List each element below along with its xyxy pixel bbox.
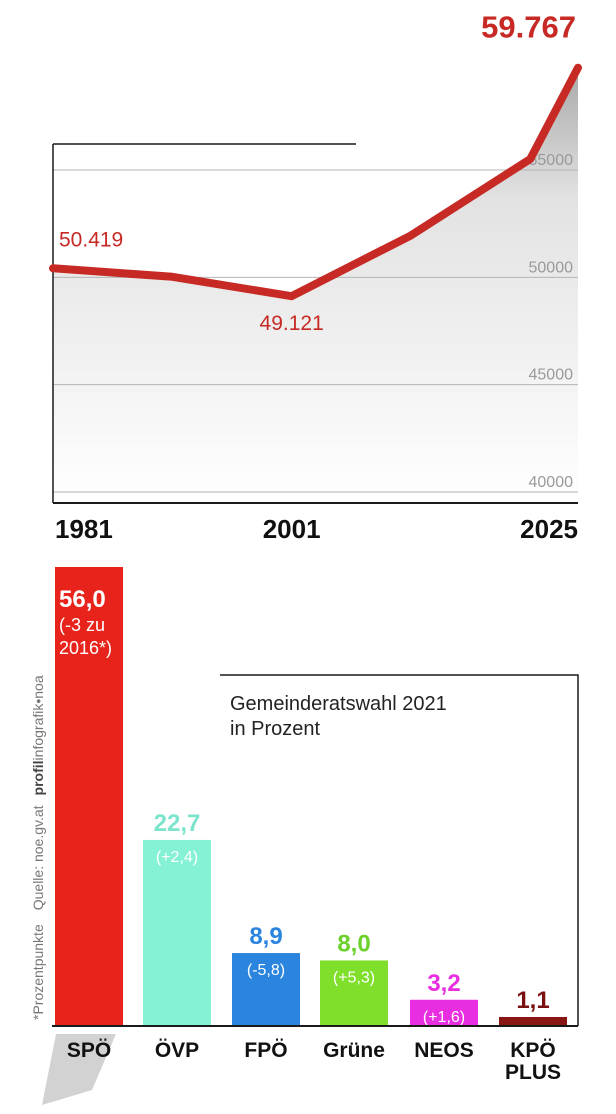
x-tick-label: 2025: [520, 514, 578, 544]
footnote: *Prozentpunkte: [30, 924, 46, 1020]
category-label: PLUS: [505, 1061, 561, 1084]
value-label: 8,9: [249, 923, 282, 950]
election-chart: Gemeinderatswahl 2021 in Prozent 56,0(-3 z…: [30, 567, 579, 1105]
source-credit: *Prozentpunkte Quelle: noe.gv.at profilinf…: [30, 675, 46, 1020]
category-label: KPÖ: [510, 1039, 556, 1062]
y-tick-label: 55000: [529, 152, 574, 169]
y-tick-label: 45000: [529, 367, 574, 384]
y-tick-label: 40000: [529, 474, 574, 491]
change-label: (+2,4): [156, 849, 198, 866]
value-label: 56,0: [59, 586, 106, 613]
credit-bold: profil: [30, 760, 46, 795]
source: Quelle: noe.gv.at: [30, 805, 46, 910]
value-label: 3,2: [427, 970, 460, 997]
data-label: 49.121: [260, 312, 324, 335]
bar: [55, 567, 123, 1026]
data-label: 59.767: [481, 10, 576, 45]
change-label: 2016*): [59, 638, 112, 658]
value-label: 22,7: [154, 810, 201, 837]
chart-subtitle: in Prozent: [230, 718, 320, 740]
value-label: 8,0: [337, 930, 370, 957]
y-tick-label: 50000: [529, 259, 574, 276]
value-label: 1,1: [516, 987, 549, 1014]
title-frame: [220, 674, 579, 1026]
change-label: (+1,6): [423, 1009, 465, 1026]
change-label: (-3 zu: [59, 615, 105, 635]
bar: [320, 960, 388, 1026]
x-tick-label: 2001: [263, 514, 321, 544]
change-label: (+5,3): [333, 969, 375, 986]
bar: [143, 839, 211, 1026]
credit: infografik•noa: [30, 675, 46, 760]
data-label: 50.419: [59, 228, 123, 251]
x-tick-label: 1981: [55, 514, 113, 544]
decorative-shadow: [42, 1034, 116, 1105]
category-label: NEOS: [414, 1039, 474, 1062]
category-label: Grüne: [323, 1039, 385, 1062]
change-label: (-5,8): [247, 962, 285, 979]
bar: [410, 999, 478, 1026]
category-label: ÖVP: [155, 1039, 199, 1062]
series-line: [49, 63, 582, 301]
population-chart: 40000 45000 50000 55000 50.419 49.121 59.767 19…: [49, 10, 582, 544]
chart-subtitle: Gemeinderatswahl 2021: [230, 693, 447, 715]
bar: [499, 1016, 567, 1026]
category-label: FPÖ: [244, 1039, 287, 1062]
category-label: SPÖ: [67, 1039, 111, 1062]
bar: [232, 953, 300, 1026]
